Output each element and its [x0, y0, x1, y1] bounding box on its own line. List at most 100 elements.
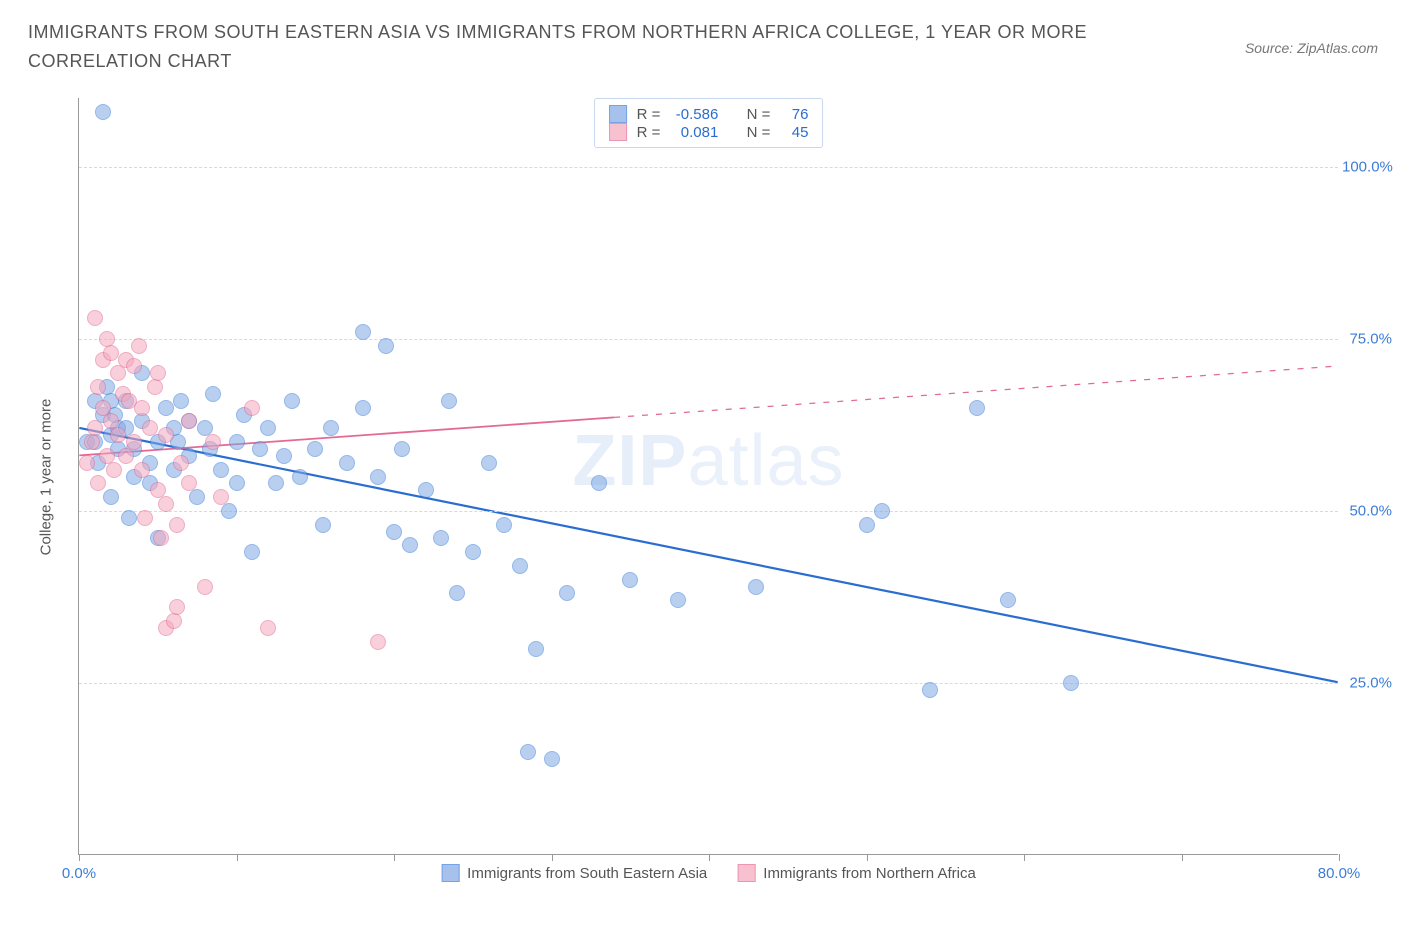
- n-label: N =: [747, 106, 771, 123]
- data-point: [394, 441, 410, 457]
- data-point: [355, 324, 371, 340]
- data-point: [110, 427, 126, 443]
- data-point: [622, 572, 638, 588]
- n-label: N =: [747, 124, 771, 141]
- scatter-chart: College, 1 year or more ZIPatlas R =-0.5…: [48, 98, 1386, 855]
- data-point: [142, 420, 158, 436]
- data-point: [260, 620, 276, 636]
- data-point: [528, 641, 544, 657]
- legend-swatch: [441, 864, 459, 882]
- data-point: [370, 634, 386, 650]
- data-point: [158, 400, 174, 416]
- x-tick: [552, 854, 553, 861]
- data-point: [244, 400, 260, 416]
- x-tick: [1024, 854, 1025, 861]
- r-label: R =: [637, 124, 661, 141]
- data-point: [158, 427, 174, 443]
- x-tick: [709, 854, 710, 861]
- x-tick: [79, 854, 80, 861]
- y-tick-label: 50.0%: [1342, 502, 1392, 519]
- data-point: [339, 455, 355, 471]
- x-tick-label: 80.0%: [1318, 865, 1361, 882]
- data-point: [418, 482, 434, 498]
- data-point: [103, 345, 119, 361]
- watermark: ZIPatlas: [572, 420, 844, 502]
- gridline: [79, 683, 1338, 684]
- data-point: [134, 462, 150, 478]
- data-point: [134, 400, 150, 416]
- watermark-thin: atlas: [687, 421, 844, 501]
- x-tick: [867, 854, 868, 861]
- plot-area: ZIPatlas R =-0.586 N =76R =0.081 N =45 I…: [78, 98, 1338, 855]
- y-tick-label: 25.0%: [1342, 674, 1392, 691]
- data-point: [153, 530, 169, 546]
- data-point: [496, 517, 512, 533]
- data-point: [213, 462, 229, 478]
- data-point: [244, 544, 260, 560]
- data-point: [158, 496, 174, 512]
- data-point: [292, 469, 308, 485]
- legend-swatch: [737, 864, 755, 882]
- stats-legend: R =-0.586 N =76R =0.081 N =45: [594, 98, 824, 148]
- x-tick: [1339, 854, 1340, 861]
- data-point: [386, 524, 402, 540]
- series-legend: Immigrants from South Eastern AsiaImmigr…: [441, 864, 976, 882]
- data-point: [512, 558, 528, 574]
- data-point: [284, 393, 300, 409]
- x-tick: [1182, 854, 1183, 861]
- chart-title: IMMIGRANTS FROM SOUTH EASTERN ASIA VS IM…: [28, 18, 1128, 76]
- data-point: [79, 455, 95, 471]
- data-point: [370, 469, 386, 485]
- stats-row: R =-0.586 N =76: [609, 105, 809, 123]
- data-point: [859, 517, 875, 533]
- legend-swatch: [609, 105, 627, 123]
- data-point: [268, 475, 284, 491]
- legend-item: Immigrants from South Eastern Asia: [441, 864, 707, 882]
- data-point: [169, 599, 185, 615]
- data-point: [922, 682, 938, 698]
- data-point: [118, 448, 134, 464]
- y-tick-label: 100.0%: [1342, 158, 1392, 175]
- data-point: [433, 530, 449, 546]
- data-point: [121, 510, 137, 526]
- gridline: [79, 511, 1338, 512]
- y-axis-label: College, 1 year or more: [38, 398, 55, 555]
- data-point: [173, 393, 189, 409]
- data-point: [213, 489, 229, 505]
- data-point: [591, 475, 607, 491]
- n-value: 45: [780, 124, 808, 141]
- stats-row: R =0.081 N =45: [609, 123, 809, 141]
- watermark-bold: ZIP: [572, 421, 687, 501]
- data-point: [95, 104, 111, 120]
- data-point: [126, 434, 142, 450]
- gridline: [79, 167, 1338, 168]
- data-point: [229, 434, 245, 450]
- data-point: [355, 400, 371, 416]
- data-point: [402, 537, 418, 553]
- data-point: [1063, 675, 1079, 691]
- data-point: [87, 420, 103, 436]
- data-point: [189, 489, 205, 505]
- x-tick: [237, 854, 238, 861]
- gridline: [79, 339, 1338, 340]
- data-point: [323, 420, 339, 436]
- y-tick-label: 75.0%: [1342, 330, 1392, 347]
- data-point: [449, 585, 465, 601]
- data-point: [110, 365, 126, 381]
- data-point: [221, 503, 237, 519]
- data-point: [137, 510, 153, 526]
- data-point: [276, 448, 292, 464]
- data-point: [90, 379, 106, 395]
- data-point: [131, 338, 147, 354]
- data-point: [874, 503, 890, 519]
- data-point: [150, 365, 166, 381]
- data-point: [441, 393, 457, 409]
- data-point: [197, 579, 213, 595]
- data-point: [169, 517, 185, 533]
- data-point: [205, 386, 221, 402]
- data-point: [90, 475, 106, 491]
- source-attribution: Source: ZipAtlas.com: [1245, 40, 1378, 56]
- data-point: [544, 751, 560, 767]
- data-point: [748, 579, 764, 595]
- data-point: [378, 338, 394, 354]
